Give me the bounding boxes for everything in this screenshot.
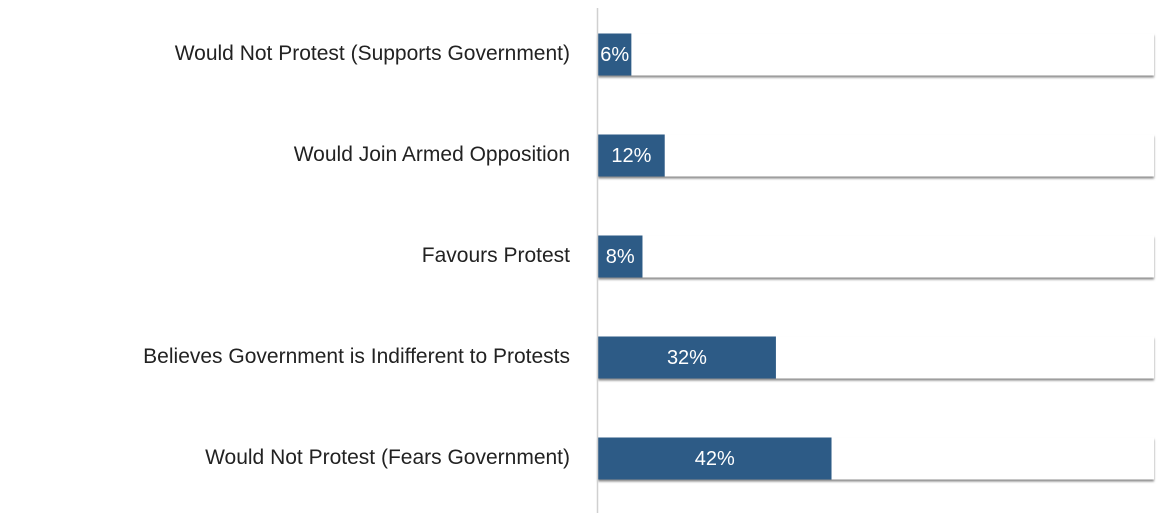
data-label: 6% <box>600 44 629 66</box>
data-label: 8% <box>606 246 635 268</box>
bar-track <box>598 33 1154 76</box>
data-label: 12% <box>611 145 651 167</box>
y-tick-label: Favours Protest <box>422 244 570 267</box>
bar <box>598 437 832 480</box>
y-tick-label: Believes Government is Indifferent to Pr… <box>143 345 570 368</box>
data-label: 42% <box>695 448 735 470</box>
y-tick-label: Would Not Protest (Fears Government) <box>205 446 570 469</box>
data-label: 32% <box>667 347 707 369</box>
bar-track <box>598 235 1154 278</box>
bar <box>598 336 776 379</box>
y-tick-label: Would Join Armed Opposition <box>294 143 570 166</box>
bar <box>598 33 632 76</box>
bar <box>598 235 643 278</box>
bar <box>598 134 665 177</box>
bar-track <box>598 134 1154 177</box>
y-tick-label: Would Not Protest (Supports Government) <box>175 42 570 65</box>
